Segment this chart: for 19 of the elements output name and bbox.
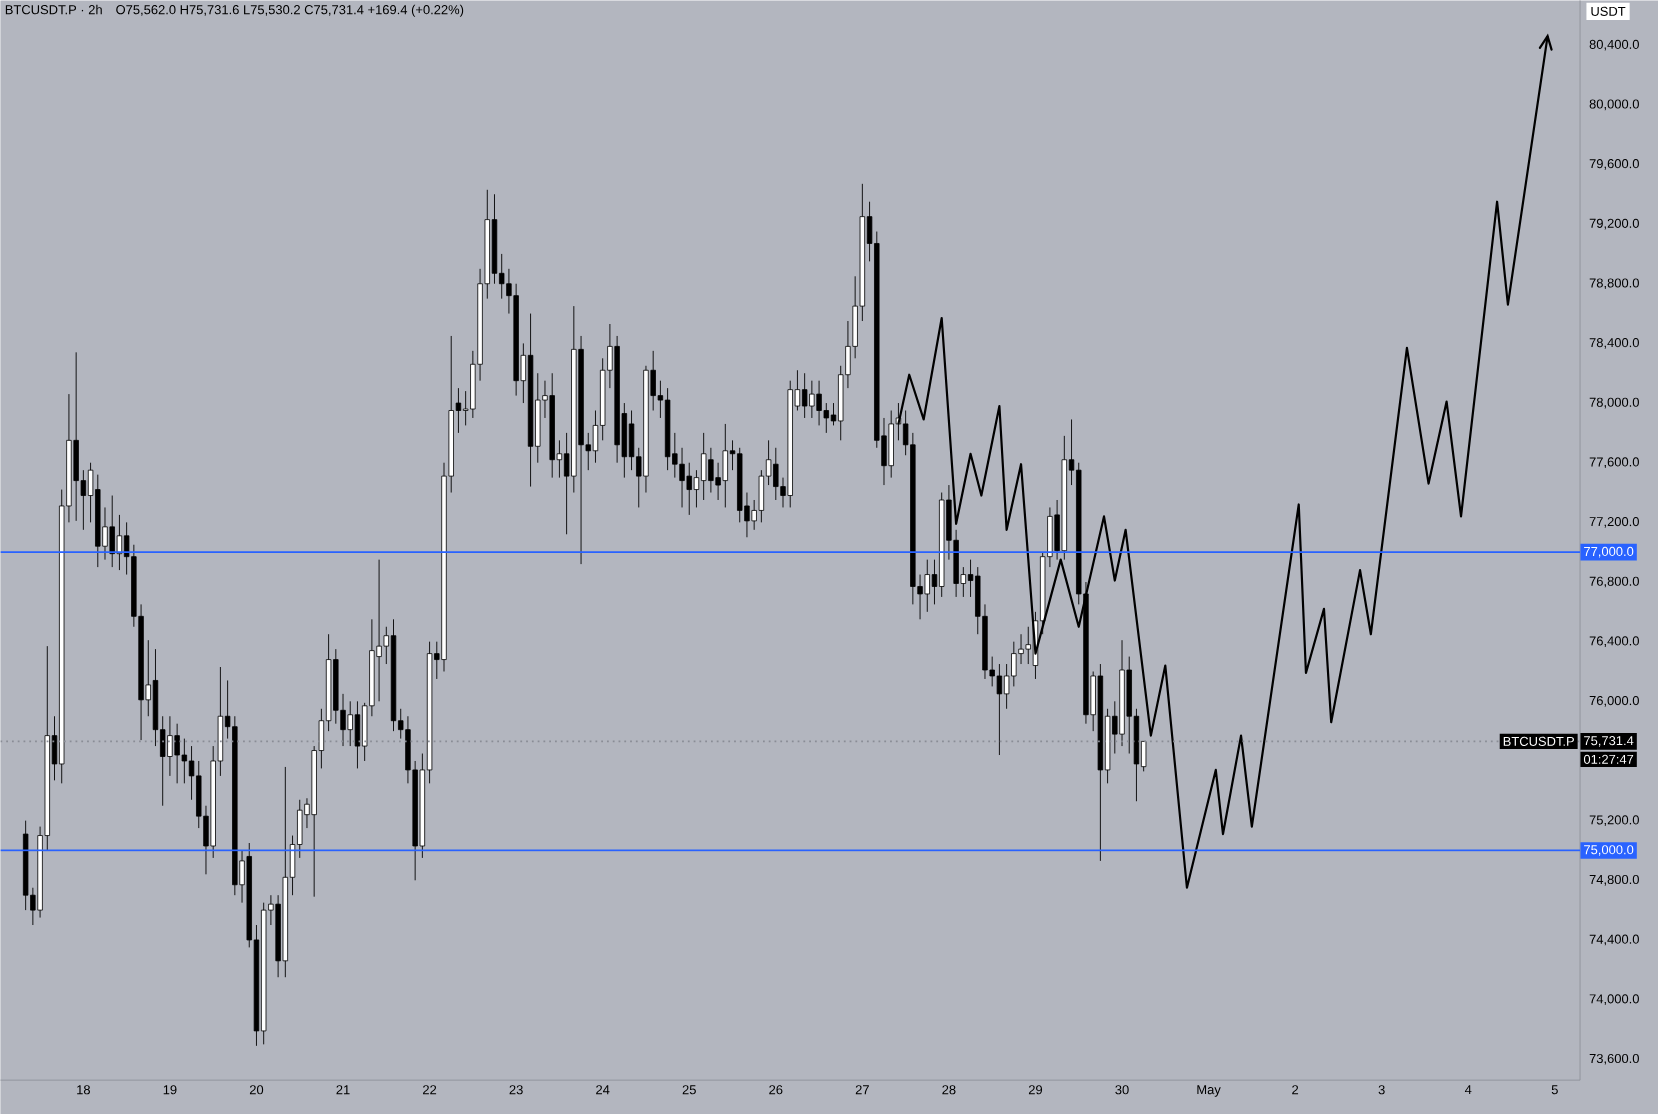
candlestick [700, 432, 707, 501]
candlestick [801, 372, 808, 419]
candlestick [1011, 641, 1017, 687]
candlestick [347, 700, 353, 747]
candlestick [924, 559, 930, 613]
candlestick [816, 380, 822, 426]
candlestick [174, 723, 180, 784]
candlestick [116, 514, 123, 571]
candlestick [354, 700, 361, 769]
candlestick [679, 447, 685, 508]
candlestick [809, 380, 815, 419]
candlestick [73, 351, 79, 522]
candlestick [708, 447, 714, 493]
candlestick [773, 447, 779, 501]
candlestick [722, 423, 729, 508]
candlestick [167, 715, 173, 777]
candlestick [1025, 626, 1031, 665]
candlestick [996, 663, 1003, 756]
candlestick [109, 495, 115, 568]
